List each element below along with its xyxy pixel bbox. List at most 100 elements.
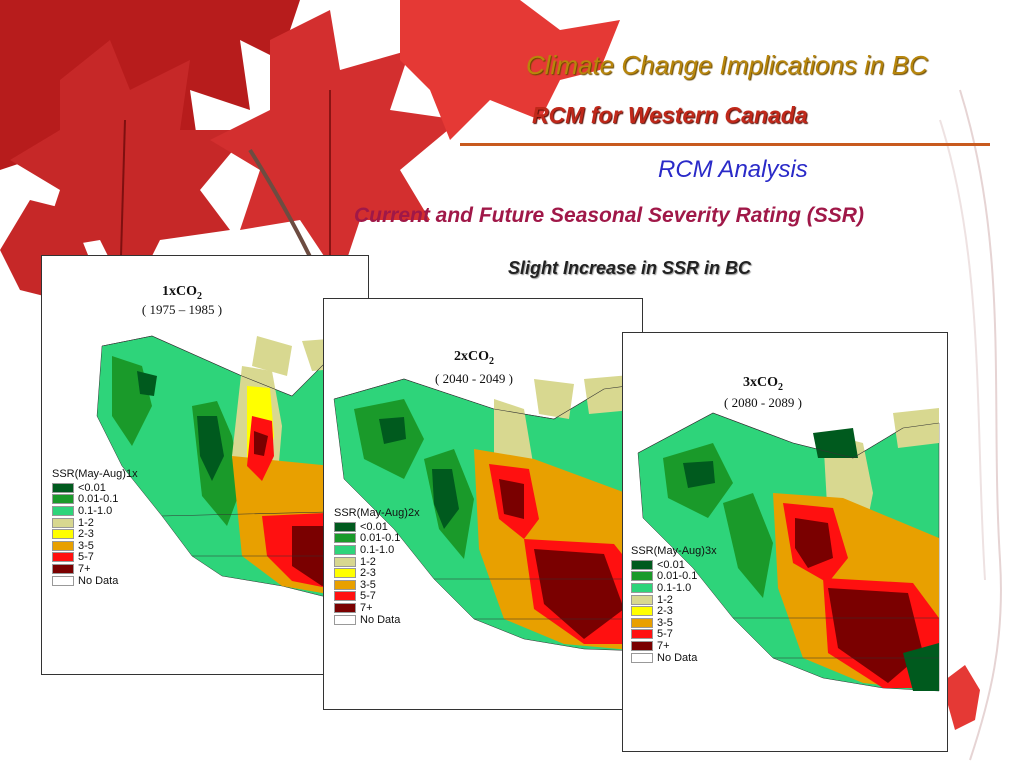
legend-label: No Data (657, 651, 698, 664)
legend-swatch (52, 529, 74, 540)
legend-row: 5-7 (631, 628, 717, 641)
map-legend: SSR(May-Aug)3x <0.01 0.01-0.1 0.1-1.0 1-… (631, 545, 717, 664)
title-prefix: 3x (743, 375, 757, 390)
legend-label: <0.01 (78, 481, 106, 494)
gas-name: CO (468, 349, 489, 364)
panel-period: ( 2080 - 2089 ) (724, 395, 802, 410)
legend-label: 7+ (78, 562, 91, 575)
legend-swatch (631, 559, 653, 570)
panel-title: 1xCO2 (112, 284, 252, 302)
legend-label: 2-3 (657, 605, 673, 618)
legend-row: <0.01 (631, 559, 717, 571)
legend-swatch (631, 652, 653, 663)
legend-swatch (334, 579, 356, 590)
gas-subscript: 2 (197, 290, 202, 302)
legend-row: <0.01 (52, 482, 138, 494)
legend-row: 5-7 (52, 551, 138, 563)
gas-subscript: 2 (489, 355, 494, 367)
legend-swatch (334, 602, 356, 613)
slide-title: Climate Change Implications in BC (526, 50, 928, 80)
gas-name: CO (757, 375, 778, 390)
map-panel-1xco2: 1xCO2 ( 1975 – 1985 ) SSR(May-Aug)1x <0.… (41, 255, 369, 675)
legend-label: No Data (360, 613, 401, 626)
legend-label: 7+ (360, 601, 373, 614)
ssr-map-2xco2 (333, 374, 642, 652)
legend-row: 0.1-1.0 (52, 505, 138, 517)
legend-label: 3-5 (78, 539, 94, 552)
legend-label: 5-7 (360, 590, 376, 603)
legend-row: No Data (631, 652, 717, 664)
legend-label: No Data (78, 574, 119, 587)
section-title: RCM Analysis (658, 156, 808, 183)
legend-row: 0.1-1.0 (334, 544, 420, 556)
ssr-map-1xco2 (96, 335, 368, 602)
title-prefix: 1x (162, 284, 176, 299)
legend-title: SSR(May-Aug)3x (631, 545, 717, 557)
legend-row: 0.01-0.1 (334, 532, 420, 544)
legend-row: 0.01-0.1 (631, 570, 717, 583)
topic-title: Current and Future Seasonal Severity Rat… (354, 204, 864, 227)
legend-row: 1-2 (52, 517, 138, 529)
legend-swatch (631, 640, 653, 651)
legend-label: 0.1-1.0 (78, 504, 113, 517)
gas-name: CO (176, 284, 197, 299)
legend-label: 3-5 (657, 616, 673, 629)
legend-swatch (334, 533, 356, 544)
title-divider (460, 143, 990, 146)
legend-row: 7+ (631, 640, 717, 652)
panel-period: ( 1975 – 1985 ) (141, 302, 223, 317)
legend-swatch (334, 591, 356, 602)
legend-row: 3-5 (334, 579, 420, 591)
legend-row: 7+ (334, 602, 420, 614)
legend-swatch (52, 482, 74, 493)
legend-row: 0.01-0.1 (52, 493, 138, 506)
maple-leaf-icon (945, 665, 980, 730)
legend-row: <0.01 (334, 521, 420, 533)
legend-swatch (334, 521, 356, 532)
legend-label: <0.01 (657, 558, 685, 571)
legend-label: 5-7 (657, 628, 673, 641)
legend-row: 2-3 (52, 528, 138, 540)
legend-label: 2-3 (78, 528, 94, 541)
legend-label: 7+ (657, 639, 670, 652)
background-curve (959, 89, 1002, 761)
maple-leaf-icon (400, 0, 620, 140)
legend-swatch (631, 582, 653, 593)
legend-swatch (52, 563, 74, 574)
legend-row: 0.1-1.0 (631, 582, 717, 594)
legend-row: 1-2 (631, 594, 717, 606)
legend-row: No Data (52, 575, 138, 587)
ssr-map-3xco2 (637, 408, 940, 692)
legend-label: 1-2 (78, 516, 94, 529)
legend-swatch (631, 594, 653, 605)
slide-subtitle: RCM for Western Canada (532, 102, 808, 128)
legend-swatch (52, 517, 74, 528)
legend-label: 3-5 (360, 578, 376, 591)
legend-swatch (334, 544, 356, 555)
legend-label: 0.1-1.0 (360, 543, 395, 556)
legend-row: 7+ (52, 563, 138, 575)
legend-title: SSR(May-Aug)1x (52, 468, 138, 480)
legend-row: 1-2 (334, 556, 420, 568)
finding-caption: Slight Increase in SSR in BC (508, 258, 752, 278)
legend-label: <0.01 (360, 520, 388, 533)
legend-row: 3-5 (631, 617, 717, 629)
legend-swatch (52, 552, 74, 563)
legend-swatch (52, 494, 74, 505)
legend-swatch (334, 556, 356, 567)
legend-title: SSR(May-Aug)2x (334, 507, 420, 519)
title-prefix: 2x (454, 349, 468, 364)
legend-label: 0.01-0.1 (78, 493, 119, 506)
legend-swatch (334, 614, 356, 625)
map-panel-3xco2: 3xCO2 ( 2080 - 2089 ) SSR(May-Aug)3x <0.… (622, 332, 948, 752)
legend-row: No Data (334, 614, 420, 626)
legend-label: 1-2 (657, 593, 673, 606)
legend-swatch (631, 629, 653, 640)
legend-row: 3-5 (52, 540, 138, 552)
map-legend: SSR(May-Aug)2x <0.01 0.01-0.1 0.1-1.0 1-… (334, 507, 420, 626)
gas-subscript: 2 (778, 381, 783, 393)
background-curve (939, 119, 986, 581)
legend-label: 1-2 (360, 555, 376, 568)
legend-swatch (334, 568, 356, 579)
legend-label: 0.01-0.1 (657, 570, 698, 583)
